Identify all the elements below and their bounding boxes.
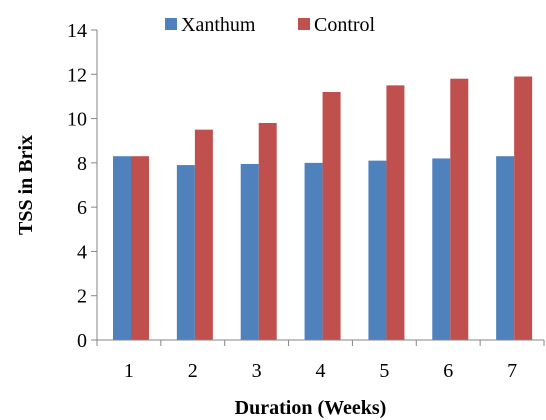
x-tick-label: 3: [252, 360, 262, 382]
bar-xanthum-week-6: [432, 158, 451, 340]
legend-label-control: Control: [314, 14, 376, 36]
y-tick-label: 6: [77, 197, 87, 219]
bar-xanthum-week-2: [176, 165, 195, 340]
y-tick-label: 10: [67, 109, 87, 131]
bar-control-week-1: [131, 156, 149, 340]
y-tick-label: 0: [77, 330, 87, 352]
bar-xanthum-week-7: [496, 156, 515, 340]
y-tick-label: 2: [77, 286, 87, 308]
bars-layer: [113, 76, 533, 340]
bar-xanthum-week-3: [240, 163, 259, 340]
y-tick-label: 12: [67, 64, 87, 86]
bar-xanthum-week-5: [368, 160, 387, 340]
x-tick-label: 5: [379, 360, 389, 382]
legend-label-xanthum: Xanthum: [181, 14, 256, 36]
bar-control-week-7: [514, 76, 533, 340]
y-axis-title: TSS in Brix: [15, 135, 37, 235]
bar-control-week-2: [194, 129, 213, 340]
y-tick-label: 14: [67, 20, 87, 42]
x-tick-label: 6: [443, 360, 453, 382]
bar-control-week-3: [258, 123, 277, 340]
y-tick-label: 8: [77, 153, 87, 175]
bar-xanthum-week-4: [304, 162, 323, 340]
x-axis-title: Duration (Weeks): [235, 397, 387, 419]
bar-control-week-5: [386, 85, 405, 340]
x-tick-label: 2: [188, 360, 198, 382]
bar-xanthum-week-1: [113, 156, 131, 340]
legend-swatch-xanthum: [165, 18, 177, 30]
x-tick-label: 4: [316, 360, 326, 382]
bar-control-week-6: [450, 78, 469, 340]
y-tick-label: 4: [77, 241, 87, 263]
legend: Xanthum Control: [165, 14, 376, 36]
x-tick-label: 7: [507, 360, 517, 382]
bar-control-week-4: [322, 92, 341, 340]
legend-swatch-control: [298, 18, 310, 30]
x-tick-label: 1: [124, 360, 134, 382]
